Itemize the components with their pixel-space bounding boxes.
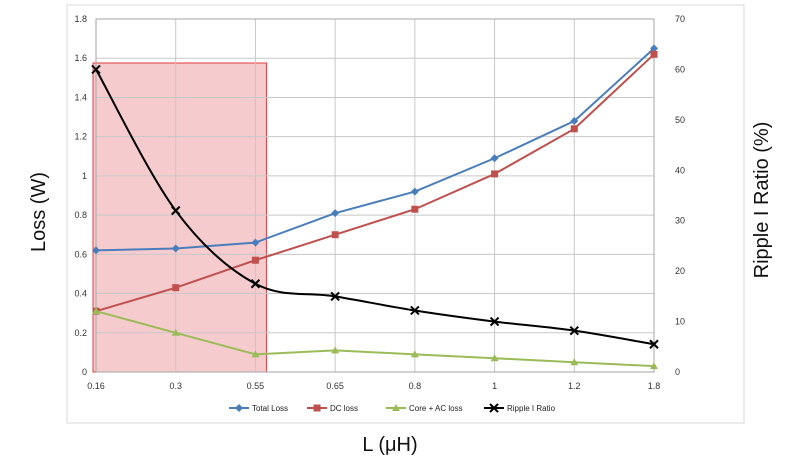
y-tick-label: 0.4 xyxy=(74,289,87,299)
y2-tick-label: 10 xyxy=(675,317,685,327)
legend-item: DC loss xyxy=(307,404,358,413)
y-tick-label: 0.6 xyxy=(74,249,87,259)
y-tick-label: 1.2 xyxy=(74,132,87,142)
data-point xyxy=(570,358,579,366)
data-point xyxy=(569,325,579,336)
data-point xyxy=(570,125,578,133)
data-point xyxy=(171,328,180,336)
data-point xyxy=(92,246,100,255)
series-line xyxy=(95,310,655,368)
marker-stroke xyxy=(250,279,261,289)
data-point xyxy=(650,44,658,53)
x-tick-label: 1.2 xyxy=(568,381,581,391)
series-ripple-i-ratio xyxy=(91,64,659,349)
data-point xyxy=(171,205,181,216)
data-point xyxy=(491,170,499,178)
y-tick-label: 1.6 xyxy=(74,53,87,63)
y2-tick-label: 30 xyxy=(675,216,685,226)
data-point xyxy=(490,154,499,163)
marker-stroke xyxy=(171,205,181,216)
marker-stroke xyxy=(330,291,340,302)
data-point xyxy=(490,354,499,362)
data-point xyxy=(91,64,101,75)
data-point xyxy=(411,205,419,213)
data-point xyxy=(331,346,340,354)
y2-tick-label: 20 xyxy=(675,266,685,276)
data-point xyxy=(92,307,100,315)
series-core-ac-loss xyxy=(92,307,658,370)
data-point xyxy=(649,339,659,349)
y-tick-label: 1.4 xyxy=(74,92,87,102)
x-tick-label: 0.65 xyxy=(326,381,344,391)
series-layer xyxy=(91,44,659,370)
data-point xyxy=(410,187,419,196)
marker-stroke xyxy=(91,64,101,75)
legend: Total Loss DC loss Core + AC loss Ripple I … xyxy=(229,403,556,413)
grid-layer xyxy=(95,18,655,373)
x-axis-title: L (μH) xyxy=(362,434,417,456)
legend-label: Total Loss xyxy=(252,404,288,413)
y2-tick-label: 0 xyxy=(675,367,680,377)
data-point xyxy=(171,244,180,253)
marker-stroke xyxy=(489,316,500,327)
y-axis-title: Loss (W) xyxy=(28,172,50,252)
data-point xyxy=(251,256,259,264)
legend-item: Ripple I Ratio xyxy=(484,403,556,413)
marker-stroke xyxy=(649,339,659,349)
data-point xyxy=(251,350,260,358)
legend-label: Core + AC loss xyxy=(409,404,463,413)
data-point xyxy=(251,238,260,247)
x-tick-label: 0.8 xyxy=(409,381,422,391)
data-point xyxy=(650,50,658,58)
legend-marker xyxy=(313,404,321,412)
legend-label: Ripple I Ratio xyxy=(507,404,556,413)
y2-tick-label: 50 xyxy=(675,115,685,125)
marker-stroke xyxy=(410,305,420,316)
data-point xyxy=(331,209,340,218)
data-point xyxy=(331,231,339,239)
data-point xyxy=(410,350,419,358)
x-tick-label: 0.55 xyxy=(247,381,265,391)
y2-tick-label: 60 xyxy=(675,64,685,74)
y2-axis-title: Ripple I Ratio (%) xyxy=(751,122,773,279)
series-total-loss xyxy=(92,44,658,255)
y2-tick-label: 40 xyxy=(675,165,685,175)
legend-item: Core + AC loss xyxy=(386,404,463,413)
x-tick-label: 1.8 xyxy=(648,381,661,391)
data-point xyxy=(410,305,420,316)
plot-area xyxy=(95,18,655,373)
y-tick-label: 0 xyxy=(82,367,87,377)
y-tick-label: 0.8 xyxy=(74,210,87,220)
legend-marker xyxy=(235,404,243,412)
y2-tick-label: 70 xyxy=(675,14,685,24)
y-tick-label: 0.2 xyxy=(74,328,87,338)
data-point xyxy=(650,362,658,370)
data-point xyxy=(250,279,261,289)
legend-label: DC loss xyxy=(330,404,358,413)
y-tick-label: 1 xyxy=(82,171,87,181)
x-tick-label: 0.16 xyxy=(87,381,105,391)
marker-stroke xyxy=(569,325,579,336)
series-line xyxy=(95,47,655,252)
data-point xyxy=(330,291,340,302)
x-tick-label: 0.3 xyxy=(169,381,182,391)
legend-marker xyxy=(489,403,499,413)
x-tick-label: 1 xyxy=(492,381,497,391)
data-point xyxy=(489,316,500,327)
legend-item: Total Loss xyxy=(229,404,288,413)
marker-stroke xyxy=(489,403,499,413)
tick-layer: 0 0.2 0.4 0.6 0.8 1 1.2 1.4 1.6 1.8 0 10 20 30 40 50 60 7… xyxy=(74,14,685,391)
y-tick-label: 1.8 xyxy=(74,14,87,24)
data-point xyxy=(172,284,180,292)
series-line xyxy=(95,53,655,313)
data-point xyxy=(570,116,579,125)
legend-marker xyxy=(392,404,400,411)
